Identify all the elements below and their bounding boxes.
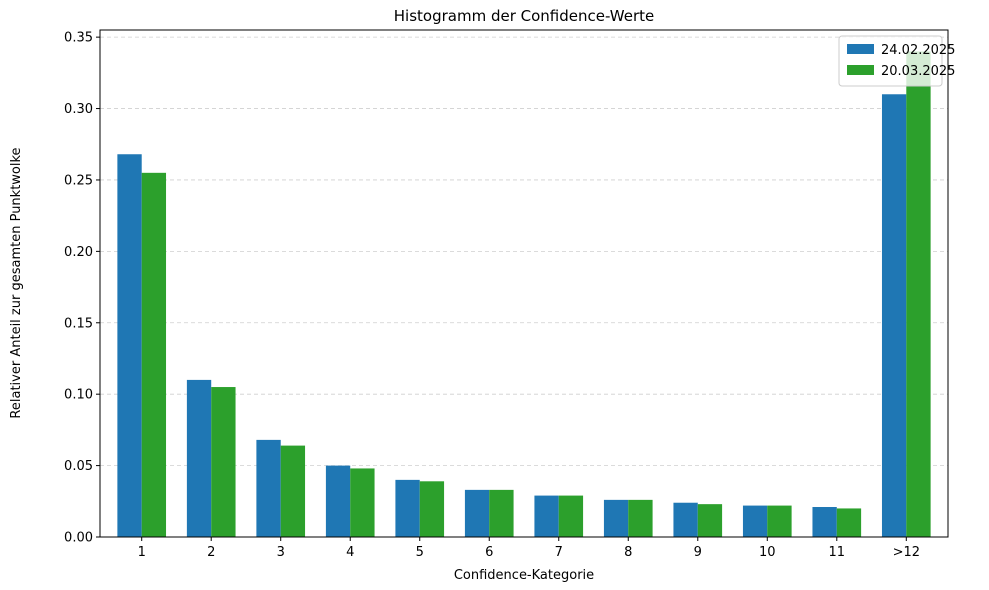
y-tick-label: 0.00 bbox=[64, 531, 93, 546]
x-tick-label: 10 bbox=[759, 545, 776, 560]
y-axis-ticks: 0.00 0.05 0.10 0.15 0.20 0.25 0.30 0.35 bbox=[64, 31, 100, 546]
bar-series-2 bbox=[558, 495, 584, 537]
y-tick-label: 0.05 bbox=[64, 459, 93, 474]
x-axis-label: Confidence-Kategorie bbox=[454, 568, 594, 583]
bars bbox=[117, 51, 931, 537]
x-tick-label: 4 bbox=[346, 545, 354, 560]
bar-series-1 bbox=[117, 154, 142, 537]
x-axis-ticks: 1 2 3 4 5 6 7 8 9 10 11 >12 bbox=[138, 537, 920, 560]
bar-series-1 bbox=[464, 489, 490, 537]
bar-series-1 bbox=[256, 439, 281, 537]
grid-lines bbox=[100, 36, 948, 466]
bar-series-1 bbox=[812, 507, 837, 537]
y-axis-label: Relativer Anteil zur gesamten Punktwolke bbox=[9, 147, 24, 418]
bar-series-2 bbox=[280, 445, 306, 537]
y-tick-label: 0.35 bbox=[64, 31, 93, 46]
bar-series-1 bbox=[325, 465, 351, 537]
bar-series-2 bbox=[211, 387, 236, 537]
bar-series-2 bbox=[141, 172, 167, 537]
bar-series-2 bbox=[489, 489, 514, 537]
y-tick-label: 0.30 bbox=[64, 102, 93, 117]
legend: 24.02.2025 20.03.2025 bbox=[838, 35, 955, 87]
bar-series-1 bbox=[603, 499, 629, 537]
bar-series-1 bbox=[742, 505, 768, 537]
x-tick-label: 8 bbox=[624, 545, 632, 560]
bar-series-2 bbox=[419, 481, 445, 537]
bar-series-2 bbox=[350, 468, 375, 537]
x-tick-label: 7 bbox=[555, 545, 563, 560]
x-tick-label: 5 bbox=[416, 545, 424, 560]
x-tick-label: 11 bbox=[829, 545, 846, 560]
x-tick-label: 3 bbox=[277, 545, 285, 560]
bar-series-2 bbox=[906, 51, 931, 537]
bar-series-1 bbox=[673, 502, 698, 537]
bar-series-1 bbox=[186, 379, 212, 537]
x-tick-label: 9 bbox=[694, 545, 702, 560]
y-tick-label: 0.25 bbox=[64, 173, 93, 188]
bar-series-2 bbox=[836, 508, 862, 537]
bar-series-2 bbox=[767, 505, 792, 537]
legend-label: 24.02.2025 bbox=[881, 43, 955, 58]
bar-series-1 bbox=[534, 495, 559, 537]
bar-series-1 bbox=[881, 94, 907, 537]
y-tick-label: 0.15 bbox=[64, 316, 93, 331]
y-tick-label: 0.10 bbox=[64, 388, 93, 403]
x-tick-label: >12 bbox=[893, 545, 920, 560]
chart-title: Histogramm der Confidence-Werte bbox=[394, 7, 654, 25]
bar-series-2 bbox=[628, 499, 653, 537]
x-tick-label: 2 bbox=[207, 545, 215, 560]
legend-swatch bbox=[847, 65, 874, 75]
legend-label: 20.03.2025 bbox=[881, 64, 955, 79]
plot-frame bbox=[99, 29, 949, 538]
y-tick-label: 0.20 bbox=[64, 245, 93, 260]
x-tick-label: 6 bbox=[485, 545, 493, 560]
bar-series-2 bbox=[697, 504, 723, 537]
bar-series-1 bbox=[395, 479, 420, 537]
x-tick-label: 1 bbox=[138, 545, 146, 560]
legend-swatch bbox=[847, 44, 874, 54]
